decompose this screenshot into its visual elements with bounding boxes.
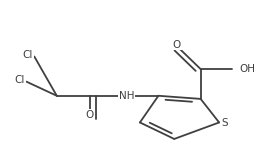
Text: Cl: Cl — [23, 50, 33, 60]
Text: Cl: Cl — [15, 75, 25, 85]
Text: O: O — [173, 40, 181, 50]
Text: O: O — [86, 110, 94, 120]
Text: OH: OH — [239, 64, 255, 74]
Text: NH: NH — [119, 91, 134, 101]
Text: S: S — [221, 118, 228, 128]
